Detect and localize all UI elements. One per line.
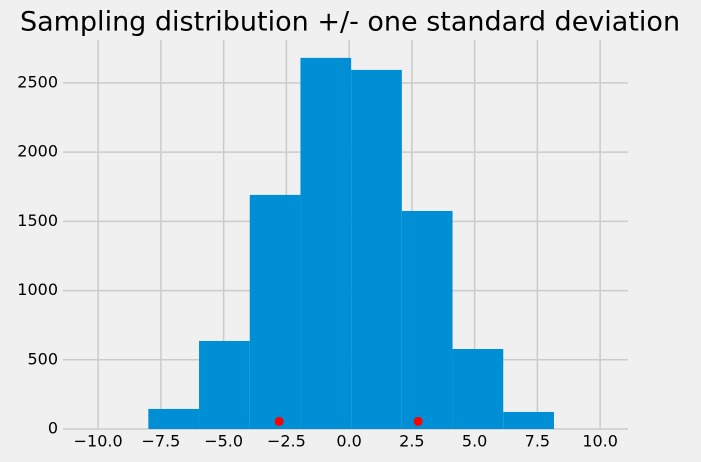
x-tick-label: 10.0 bbox=[582, 432, 618, 451]
bar bbox=[300, 57, 352, 430]
y-tick-label: 2000 bbox=[17, 142, 58, 161]
bar bbox=[199, 340, 250, 429]
y-tick-label: 500 bbox=[27, 349, 58, 368]
bar bbox=[452, 348, 504, 429]
x-tick-label: 2.5 bbox=[399, 432, 424, 451]
y-tick-label: 0 bbox=[48, 419, 58, 438]
bar bbox=[351, 69, 402, 429]
x-tick-label: −10.0 bbox=[74, 432, 123, 451]
y-tick-label: 1500 bbox=[17, 211, 58, 230]
bar bbox=[503, 411, 554, 429]
bar bbox=[148, 408, 200, 429]
x-tick-label: −2.5 bbox=[267, 432, 306, 451]
marker-point bbox=[413, 416, 423, 426]
x-tick-label: 5.0 bbox=[462, 432, 487, 451]
chart-title: Sampling distribution +/- one standard d… bbox=[20, 7, 680, 38]
y-tick-label: 2500 bbox=[17, 72, 58, 91]
marker-point bbox=[274, 416, 284, 426]
x-tick-label: 0.0 bbox=[336, 432, 361, 451]
bar bbox=[249, 194, 301, 429]
bar bbox=[401, 210, 453, 429]
x-tick-label: −5.0 bbox=[204, 432, 243, 451]
x-tick-label: 7.5 bbox=[525, 432, 550, 451]
y-tick-label: 1000 bbox=[17, 280, 58, 299]
x-tick-label: −7.5 bbox=[141, 432, 180, 451]
